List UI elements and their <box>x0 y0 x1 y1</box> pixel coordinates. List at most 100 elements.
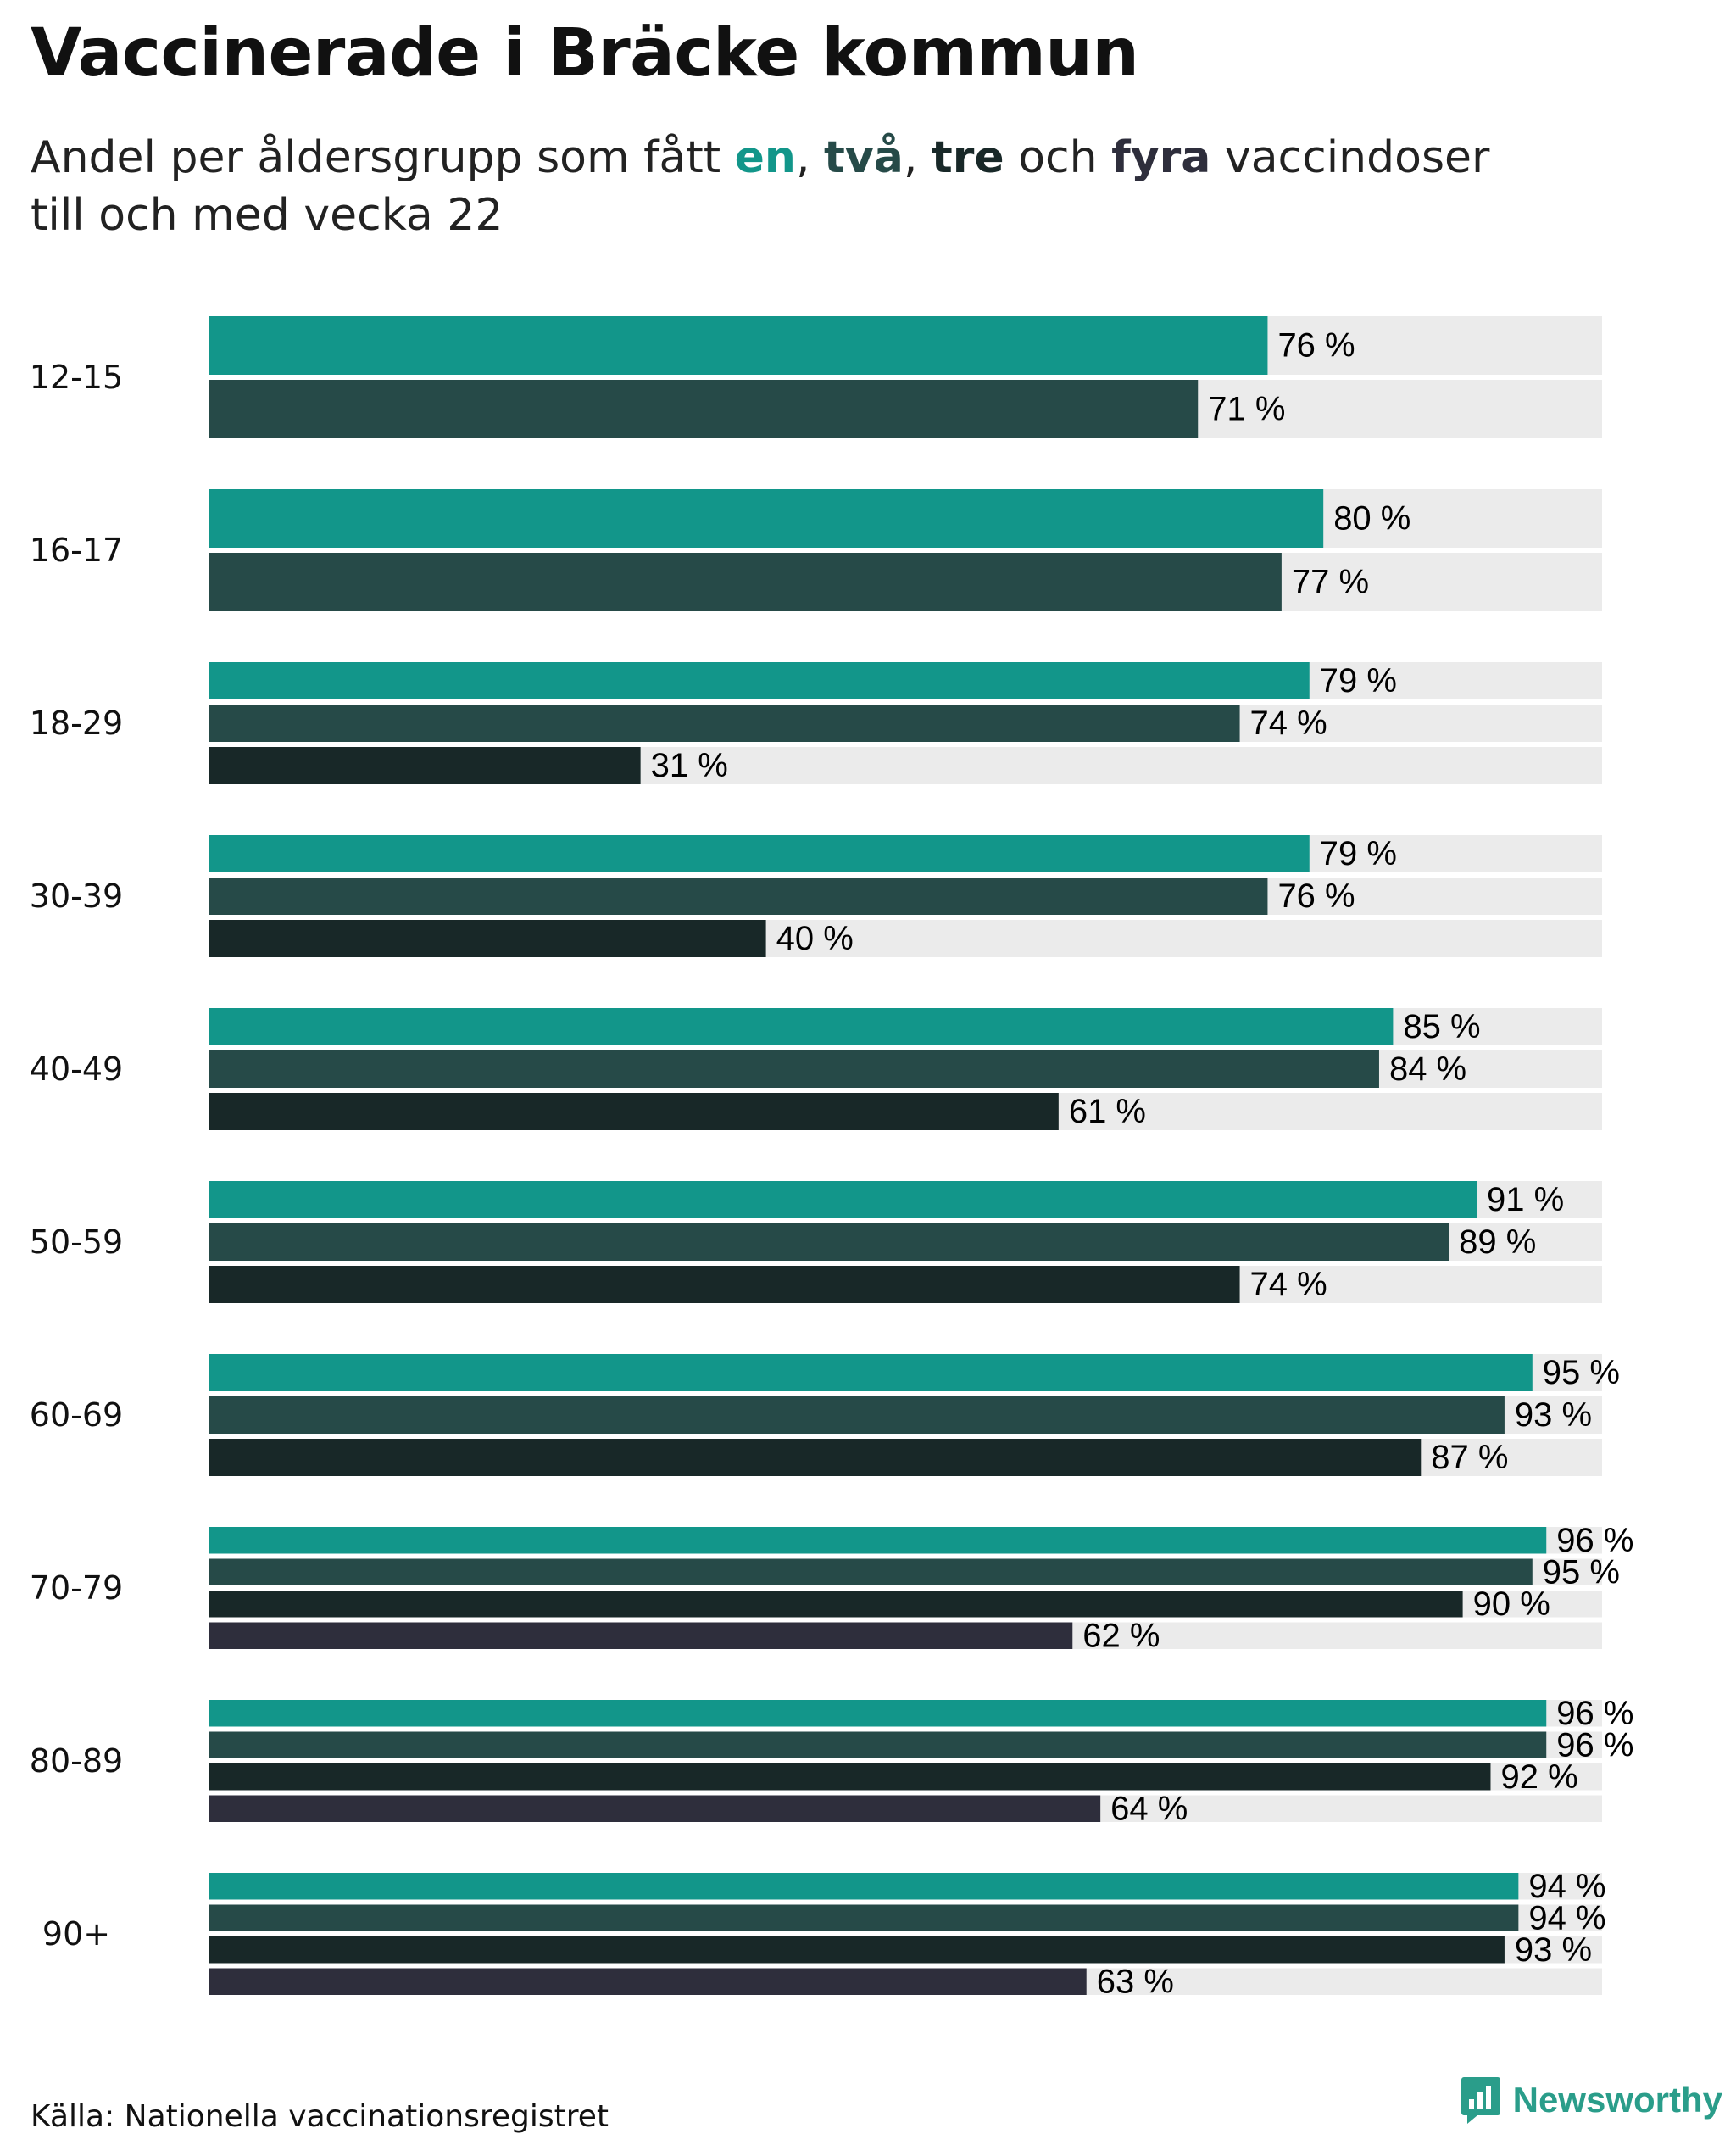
value-label: 31 % <box>651 747 728 784</box>
bar-group: 30-39 79 % 76 % 40 % <box>30 835 1602 957</box>
dose-one-bar <box>209 1181 1477 1218</box>
value-label: 93 % <box>1515 1396 1592 1434</box>
bar-group: 18-29 79 % 74 % 31 % <box>30 662 1602 784</box>
value-label: 84 % <box>1389 1050 1466 1088</box>
value-label: 96 % <box>1556 1726 1633 1763</box>
value-label: 63 % <box>1097 1963 1174 2000</box>
dose-one-bar <box>209 662 1310 699</box>
chart-subtitle: Andel per åldersgrupp som fått en, två, … <box>31 129 1489 244</box>
dose-one-bar <box>209 1008 1394 1045</box>
bar-group: 40-49 85 % 84 % 61 % <box>30 1008 1602 1130</box>
dose-four-label: fyra <box>1111 132 1211 183</box>
brand-logo: Newsworthy <box>1461 2075 1722 2125</box>
subtitle-separator: och <box>1004 132 1112 183</box>
category-label: 50-59 <box>30 1223 123 1261</box>
subtitle-separator: , <box>903 132 932 183</box>
value-label: 95 % <box>1543 1553 1620 1591</box>
dose-four-bar <box>209 1622 1073 1649</box>
dose-two-bar <box>209 1904 1519 1931</box>
dose-two-bar <box>209 1396 1505 1434</box>
dose-one-bar <box>209 835 1310 872</box>
value-label: 74 % <box>1250 705 1327 742</box>
dose-three-label: tre <box>931 132 1004 183</box>
value-label: 85 % <box>1403 1008 1480 1045</box>
category-label: 18-29 <box>30 705 123 742</box>
value-label: 96 % <box>1556 1695 1633 1732</box>
value-label: 80 % <box>1333 500 1410 538</box>
value-label: 94 % <box>1528 1868 1605 1905</box>
dose-two-bar <box>209 1558 1533 1585</box>
dose-one-bar <box>209 1700 1547 1727</box>
subtitle-line-1: Andel per åldersgrupp som fått en, två, … <box>31 129 1489 187</box>
value-label: 77 % <box>1292 564 1369 601</box>
subtitle-text: vaccindoser <box>1210 132 1490 183</box>
dose-one-bar <box>209 489 1324 548</box>
value-label: 61 % <box>1069 1093 1146 1130</box>
category-label: 12-15 <box>30 359 123 396</box>
bar-group: 60-69 95 % 93 %87 % <box>30 1354 1620 1476</box>
dose-three-bar <box>209 1093 1059 1130</box>
dose-one-bar <box>209 1873 1519 1900</box>
dose-four-bar <box>209 1968 1087 1995</box>
category-label: 30-39 <box>30 878 123 915</box>
value-label: 79 % <box>1320 835 1397 872</box>
value-label: 96 % <box>1556 1522 1633 1559</box>
category-label: 40-49 <box>30 1050 123 1088</box>
brand-name: Newsworthy <box>1512 2080 1722 2120</box>
value-label: 90 % <box>1473 1585 1550 1623</box>
dose-one-bar <box>209 1527 1547 1554</box>
dose-three-bar <box>209 920 766 957</box>
value-label: 79 % <box>1320 662 1397 699</box>
bar-group: 12-15 76 % 71 % <box>30 316 1602 438</box>
bar-group: 16-17 80 % 77 % <box>30 489 1602 611</box>
dose-three-bar <box>209 1763 1491 1791</box>
value-label: 40 % <box>776 920 854 957</box>
source-note: Källa: Nationella vaccinationsregistret <box>31 2099 609 2134</box>
dose-three-bar <box>209 1439 1422 1476</box>
dose-two-bar <box>209 1050 1379 1088</box>
newsworthy-logo-icon <box>1461 2077 1500 2124</box>
dose-one-label: en <box>734 132 796 183</box>
dose-three-bar <box>209 1591 1463 1618</box>
dose-three-bar <box>209 747 641 784</box>
value-label: 76 % <box>1277 878 1355 915</box>
category-label: 80-89 <box>30 1742 123 1780</box>
dose-three-bar <box>209 1266 1240 1303</box>
value-label: 94 % <box>1528 1899 1605 1936</box>
value-label: 62 % <box>1082 1617 1160 1654</box>
value-label: 71 % <box>1208 391 1285 428</box>
dose-two-label: två <box>824 132 904 183</box>
bar-group: 50-59 91 % 89 % 74 % <box>30 1181 1602 1303</box>
bar-group: 90+94 %94 %93 %63 % <box>42 1868 1606 2001</box>
dose-two-bar <box>209 878 1268 915</box>
dose-two-bar <box>209 553 1282 611</box>
dose-two-bar <box>209 380 1199 438</box>
value-label: 92 % <box>1500 1758 1577 1796</box>
value-label: 87 % <box>1431 1439 1508 1476</box>
bar-group: 70-79 96 %95 %90 % 62 % <box>30 1522 1634 1655</box>
value-label: 93 % <box>1515 1931 1592 1969</box>
subtitle-text: Andel per åldersgrupp som fått <box>31 132 735 183</box>
category-label: 90+ <box>42 1915 110 1953</box>
value-label: 64 % <box>1110 1790 1188 1827</box>
category-label: 70-79 <box>30 1569 123 1607</box>
value-label: 76 % <box>1277 327 1355 365</box>
dose-two-bar <box>209 1731 1547 1758</box>
category-label: 60-69 <box>30 1396 123 1434</box>
dose-two-bar <box>209 1223 1449 1261</box>
value-label: 91 % <box>1487 1181 1564 1218</box>
dose-two-bar <box>209 705 1240 742</box>
dose-one-bar <box>209 1354 1533 1391</box>
dose-one-bar <box>209 316 1268 375</box>
chart-title: Vaccinerade i Bräcke kommun <box>31 15 1139 92</box>
dose-three-bar <box>209 1936 1505 1964</box>
value-label: 89 % <box>1459 1223 1536 1261</box>
value-label: 74 % <box>1250 1266 1327 1303</box>
category-label: 16-17 <box>30 532 123 569</box>
subtitle-line-2: till och med vecka 22 <box>31 190 504 241</box>
dose-four-bar <box>209 1795 1101 1822</box>
subtitle-separator: , <box>795 132 825 183</box>
value-label: 95 % <box>1543 1354 1620 1391</box>
